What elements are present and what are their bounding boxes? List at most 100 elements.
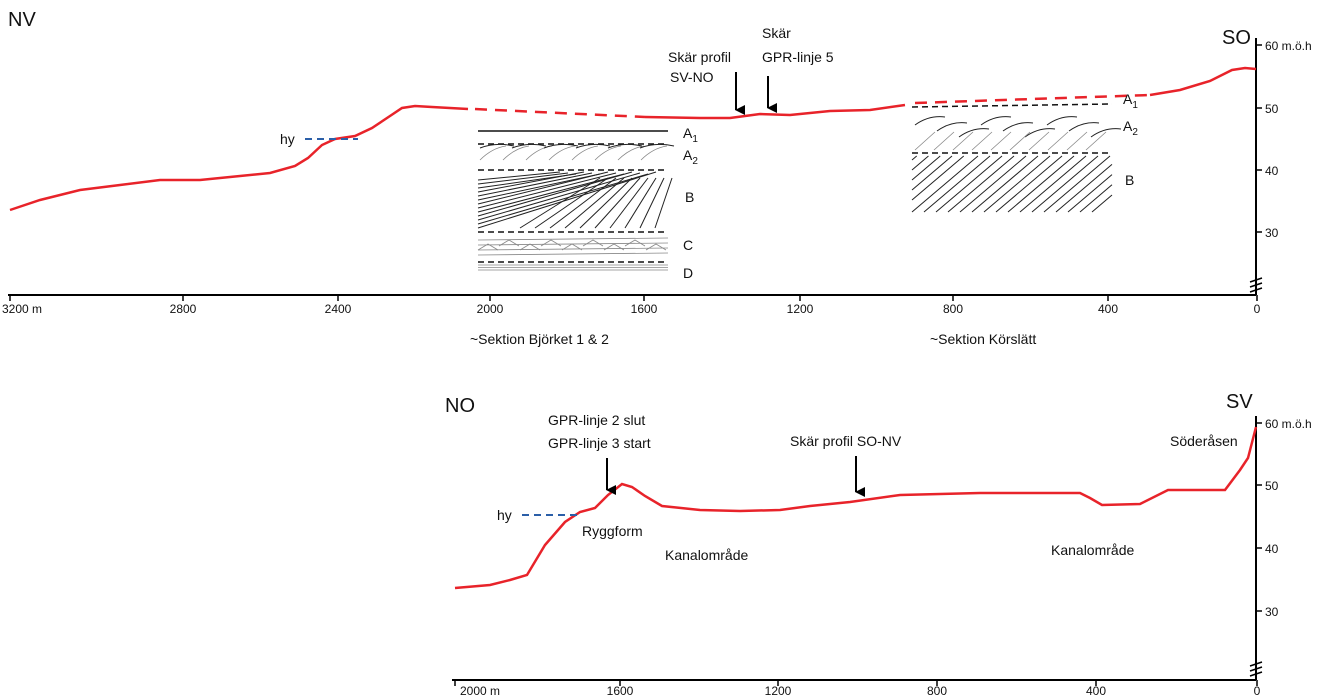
hy-label: hy <box>280 131 295 147</box>
cross-bedding <box>1067 132 1087 150</box>
terrain-line <box>10 106 468 210</box>
layer-boundary <box>912 104 1112 107</box>
direction-label: NO <box>445 395 475 417</box>
foreset <box>912 156 940 180</box>
foreset <box>625 178 656 228</box>
cross-bedding <box>937 123 967 131</box>
layer-label: C <box>683 237 693 253</box>
ripple <box>604 244 624 250</box>
cross-bedding <box>1086 132 1106 150</box>
section-label: ~Sektion Körslätt <box>930 331 1036 347</box>
direction-label: SV <box>1226 391 1253 413</box>
cross-bedding <box>1048 132 1068 150</box>
x-tick-label: 800 <box>943 302 963 316</box>
ripple <box>541 240 561 246</box>
annotation: GPR-linje 2 slut <box>548 412 645 428</box>
y-tick-label: 40 <box>1265 542 1279 556</box>
section-left <box>478 131 674 270</box>
layer-label: A2 <box>1123 118 1138 138</box>
x-tick-label: 2400 <box>325 302 352 316</box>
terrain-inferred <box>915 95 1150 103</box>
x-tick-label: 400 <box>1098 302 1118 316</box>
cross-bedding <box>572 146 598 160</box>
direction-label: SO <box>1222 27 1251 49</box>
terrain-line <box>455 427 1256 588</box>
annotation: GPR-linje 3 start <box>548 435 651 451</box>
cross-bedding <box>981 117 1011 125</box>
layer-label: D <box>683 265 693 281</box>
foreset <box>936 156 1002 212</box>
x-tick-label: 400 <box>1086 684 1106 697</box>
x-tick-label: 2000 <box>477 302 504 316</box>
foreset <box>595 178 640 228</box>
ripple <box>583 240 603 246</box>
cross-bedding <box>640 144 674 148</box>
cross-bedding <box>991 132 1011 150</box>
cross-bedding <box>503 146 529 160</box>
foreset <box>912 156 964 200</box>
cross-bedding <box>1091 129 1121 137</box>
foreset <box>1068 175 1112 212</box>
foreset <box>1008 156 1074 212</box>
cross-bedding <box>915 117 945 125</box>
foreset <box>912 156 978 212</box>
cross-bedding <box>934 132 954 150</box>
layer-label: B <box>1125 172 1134 188</box>
y-tick-label: 50 <box>1265 479 1279 493</box>
y-tick-label: 60 m.ö.h <box>1265 417 1312 431</box>
cross-bedding <box>549 146 575 160</box>
x-tick-label: 0 <box>1254 302 1261 316</box>
annotation: Söderåsen <box>1170 433 1238 449</box>
annotation: Skär <box>762 25 791 41</box>
ripple <box>478 238 668 240</box>
foreset <box>640 178 664 228</box>
x-tick-label: 1600 <box>607 684 634 697</box>
y-tick-label: 50 <box>1265 102 1279 116</box>
cross-bedding <box>915 132 935 150</box>
foreset <box>478 172 632 216</box>
cross-bedding <box>1003 123 1033 131</box>
foreset <box>912 156 917 160</box>
cross-bedding <box>526 146 552 160</box>
x-tick-label: 1200 <box>787 302 814 316</box>
annotation: Skär profil SO-NV <box>790 433 902 449</box>
foreset <box>1056 164 1112 212</box>
cross-bedding <box>1069 123 1099 131</box>
cross-bedding <box>595 146 621 160</box>
foreset <box>1044 156 1110 212</box>
terrain-line <box>1150 68 1256 95</box>
cross-bedding <box>641 146 667 160</box>
axis-break <box>1250 278 1262 292</box>
cross-bedding <box>959 129 989 137</box>
layer-label: A2 <box>683 147 698 167</box>
y-tick-label: 30 <box>1265 226 1279 240</box>
x-tick-label: 1200 <box>765 684 792 697</box>
cross-bedding <box>480 146 506 160</box>
annotation: Skär profil <box>668 49 731 65</box>
x-tick-label: 2800 <box>170 302 197 316</box>
foreset <box>960 156 1026 212</box>
section-right <box>912 104 1121 212</box>
terrain-line <box>645 105 905 118</box>
hy-label: hy <box>497 507 512 523</box>
y-tick-label: 30 <box>1265 605 1279 619</box>
layer-label: A1 <box>1123 91 1138 111</box>
profile-figure: NV SO hy Skär profil SV-NO Skär GPR-linj… <box>0 0 1343 697</box>
annotation: GPR-linje 5 <box>762 49 834 65</box>
layer-label: B <box>685 189 694 205</box>
section-label: ~Sektion Björket 1 & 2 <box>470 331 609 347</box>
bottom-profile: NO SV hy GPR-linje 2 slut GPR-linje 3 st… <box>445 391 1312 697</box>
annotation: SV-NO <box>670 69 714 85</box>
axis-break <box>1250 662 1262 676</box>
x-tick-label: 3200 m <box>2 302 42 316</box>
foreset <box>1092 195 1112 212</box>
cross-bedding <box>1010 132 1030 150</box>
direction-label: NV <box>8 9 36 31</box>
foreset <box>948 156 1014 212</box>
cross-bedding <box>1029 132 1049 150</box>
annotation: Ryggform <box>582 523 643 539</box>
ripple <box>478 248 668 250</box>
foreset <box>1020 156 1086 212</box>
foreset <box>912 156 952 190</box>
annotation: Kanalområde <box>1051 542 1134 558</box>
